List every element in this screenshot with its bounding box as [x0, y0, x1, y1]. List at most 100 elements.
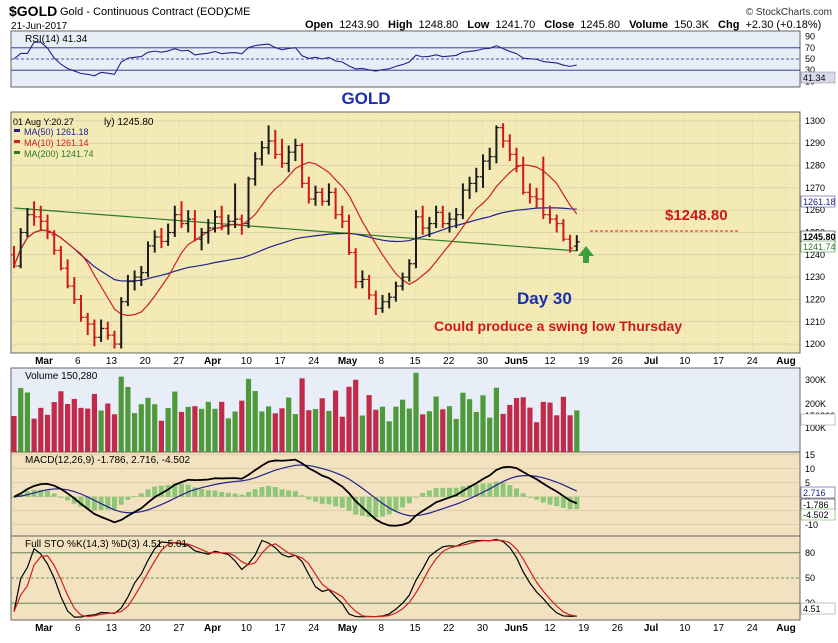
ohlc-bar	[252, 152, 259, 186]
volume-bar	[91, 393, 97, 452]
macd-hist-bar	[520, 493, 526, 497]
ohlc-bar	[178, 201, 185, 229]
macd-hist-bar	[339, 496, 345, 508]
ohlc-bar	[513, 147, 520, 173]
volume-bar	[473, 411, 479, 452]
volume-bar	[534, 422, 540, 452]
ohlc-bar	[346, 214, 352, 255]
x-tick-label: 12	[544, 356, 556, 367]
macd-hist-bar	[433, 488, 439, 497]
macd-hist-bar	[152, 486, 158, 497]
x-tick-label: 17	[275, 356, 287, 367]
x-tick-label: Jun5	[505, 356, 529, 367]
x-tick-label-bottom: Apr	[204, 623, 221, 634]
ohlc-bar	[372, 290, 379, 316]
crosshair-tail: ly) 1245.80	[104, 117, 154, 128]
volume-bar	[199, 408, 205, 452]
volume-bar	[11, 416, 17, 452]
volume-bar	[400, 399, 406, 452]
close-tag-text: 1245.80	[803, 232, 836, 242]
volume-bar	[78, 407, 84, 452]
volume-bar	[252, 391, 258, 452]
macd-hist-bar	[279, 489, 285, 497]
macd-hist-bar	[78, 496, 84, 507]
macd-hist-bar	[125, 496, 131, 500]
ohlc-bar	[439, 205, 446, 229]
chg-label: Chg	[718, 19, 739, 31]
volume-bar	[339, 416, 345, 452]
ohlc-bar	[406, 259, 413, 282]
volume-bar	[500, 413, 506, 452]
x-tick-label-bottom: 20	[140, 623, 152, 634]
macd-layer	[11, 458, 580, 527]
ohlc-bar	[332, 187, 339, 220]
macd-hist-bar	[420, 492, 426, 497]
ohlc-bar	[426, 216, 433, 237]
x-tick-label-bottom: 24	[308, 623, 320, 634]
chg-value: +2.30 (+0.18%)	[745, 19, 821, 31]
ohlc-bar	[560, 219, 567, 242]
volume-bar	[540, 401, 546, 452]
ohlc-bar	[325, 183, 332, 206]
sto-label: Full STO %K(14,3) %D(3) 4.51, 5.01	[25, 539, 188, 550]
volume-bar	[158, 420, 164, 452]
x-tick-label-bottom: 17	[275, 623, 287, 634]
ohlc-bar	[218, 205, 225, 231]
x-tick-label: May	[338, 356, 358, 367]
volume-bar	[31, 418, 37, 452]
volume-bar	[460, 392, 466, 452]
x-tick-label: 10	[241, 356, 253, 367]
value-tags: 41.34 1261.18 1245.80 1241.74 2.716 -1.7…	[800, 71, 836, 615]
chart-date: 21-Jun-2017	[11, 21, 68, 32]
macd-hist-bar	[286, 490, 292, 497]
volume-bar	[353, 379, 359, 452]
ohlc-bar	[352, 248, 359, 289]
macd-hist-bar	[199, 489, 205, 497]
macd-line-tag-text: -1.786	[803, 500, 829, 510]
stochastic-layer	[13, 538, 577, 618]
ma50-tag	[800, 195, 836, 208]
rsi-tick-label: 90	[805, 32, 815, 42]
ohlc-bar	[419, 205, 426, 235]
macd-hist-bar	[319, 496, 325, 504]
volume-bar	[279, 408, 285, 452]
ohlc-bar	[232, 183, 239, 229]
rsi-tick-label: 50	[805, 54, 815, 64]
sto-d-line	[13, 539, 577, 618]
ohlc-bar	[366, 274, 373, 300]
volume-tick-label: 200K	[805, 399, 826, 409]
ma50-tag-text: 1261.18	[803, 197, 836, 207]
macd-signal-tag	[800, 486, 836, 499]
volume-bar	[111, 414, 118, 452]
macd-hist-bar	[514, 488, 519, 497]
price-tick-label: 1260	[805, 205, 825, 215]
volume-bar	[433, 396, 439, 452]
ohlc-bar	[446, 212, 453, 233]
volume-bar	[359, 415, 365, 452]
macd-hist-bar	[45, 490, 50, 497]
price-tick-label: 1290	[805, 138, 825, 148]
gridlines	[11, 47, 800, 604]
ma50-line	[13, 207, 577, 282]
ohlc-bar	[459, 183, 466, 220]
ohlc-bar	[553, 214, 560, 233]
macd-hist-bar	[105, 496, 111, 510]
macd-hist-bar	[51, 493, 57, 497]
macd-hist-bar	[333, 496, 339, 507]
macd-tick-label: 15	[805, 450, 815, 460]
volume-bar	[547, 402, 553, 452]
sto-tag-text: 4.51	[803, 604, 821, 614]
ohlc-bar	[399, 272, 406, 291]
macd-hist-bar	[346, 496, 352, 511]
volume-bar	[58, 391, 64, 452]
ma200-swatch	[14, 151, 20, 154]
high-label: High	[388, 19, 413, 31]
volume-value: 150.3K	[674, 19, 710, 31]
macd-hist-bar	[192, 487, 198, 497]
ohlc-bar	[299, 143, 306, 188]
macd-hist-bar	[299, 495, 305, 497]
ohlc-bar	[111, 330, 118, 349]
volume-bar	[513, 398, 520, 452]
